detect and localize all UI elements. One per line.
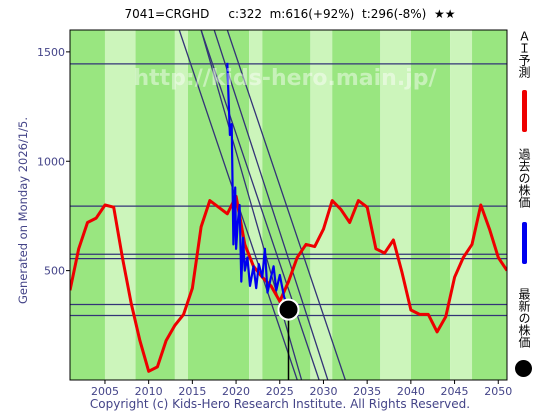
plot-frame (69, 29, 508, 381)
generated-date: Generated on Monday 2026/1/5. (16, 116, 30, 304)
x-tick-label: 2015 (178, 385, 206, 398)
x-tick-label: 2025 (266, 385, 294, 398)
x-tick-label: 2020 (222, 385, 250, 398)
x-axis: 2005 2010 2015 2020 2025 2030 2035 2040 2045 2050 (91, 380, 512, 398)
max-price: m:616(+92%) (269, 7, 355, 21)
current-price: c:322 (228, 7, 262, 21)
x-tick-label: 2005 (91, 385, 119, 398)
background-band (70, 30, 105, 380)
rating-stars: ★★ (434, 7, 456, 21)
legend-latest-dot (515, 360, 532, 377)
forecast-series-line (70, 194, 507, 373)
latest-marker (277, 298, 300, 380)
legend-past-label: 過去の株価 (517, 148, 531, 208)
legend: ＡＩ予測 過去の株価 最新の株価 (513, 30, 535, 380)
background-band (380, 30, 411, 380)
horizontal-levels (70, 63, 507, 317)
x-tick-label: 2050 (484, 385, 512, 398)
background-band (174, 30, 188, 380)
trend-line (226, 30, 346, 380)
background-band (135, 30, 175, 380)
trend-line (213, 30, 329, 380)
trend-line (200, 30, 303, 380)
y-tick-label: 1500 (37, 46, 65, 59)
target-price: t:296(-8%) (361, 7, 427, 21)
legend-forecast-swatch (522, 90, 527, 132)
past-price-series-line (226, 62, 290, 310)
x-tick-label: 2045 (441, 385, 469, 398)
x-tick-label: 2030 (309, 385, 337, 398)
y-tick-label: 1000 (37, 155, 65, 168)
legend-forecast: ＡＩ予測 (513, 30, 535, 150)
latest-price-point (277, 298, 300, 321)
legend-past-swatch (522, 222, 527, 264)
x-tick-label: 2010 (135, 385, 163, 398)
background-band (249, 30, 263, 380)
background-band (450, 30, 473, 380)
legend-forecast-label: ＡＩ予測 (517, 30, 531, 78)
copyright-footer: Copyright (c) Kids-Hero Research Institu… (89, 397, 471, 411)
y-axis: 500 1000 1500 (37, 46, 70, 278)
x-tick-label: 2035 (353, 385, 381, 398)
legend-latest-label: 最新の株価 (517, 288, 531, 348)
legend-latest: 最新の株価 (513, 288, 535, 380)
watermark: http://kids-hero.main.jp/ (133, 66, 437, 91)
chart-title: 7041=CRGHD c:322 m:616(+92%) t:296(-8%) … (70, 7, 510, 21)
series-lines (70, 62, 507, 373)
background-band (472, 30, 507, 380)
stock-code: 7041=CRGHD (124, 7, 210, 21)
x-tick-label: 2040 (397, 385, 425, 398)
trend-line (200, 30, 320, 380)
y-tick-label: 500 (44, 265, 65, 278)
legend-past: 過去の株価 (513, 148, 535, 268)
